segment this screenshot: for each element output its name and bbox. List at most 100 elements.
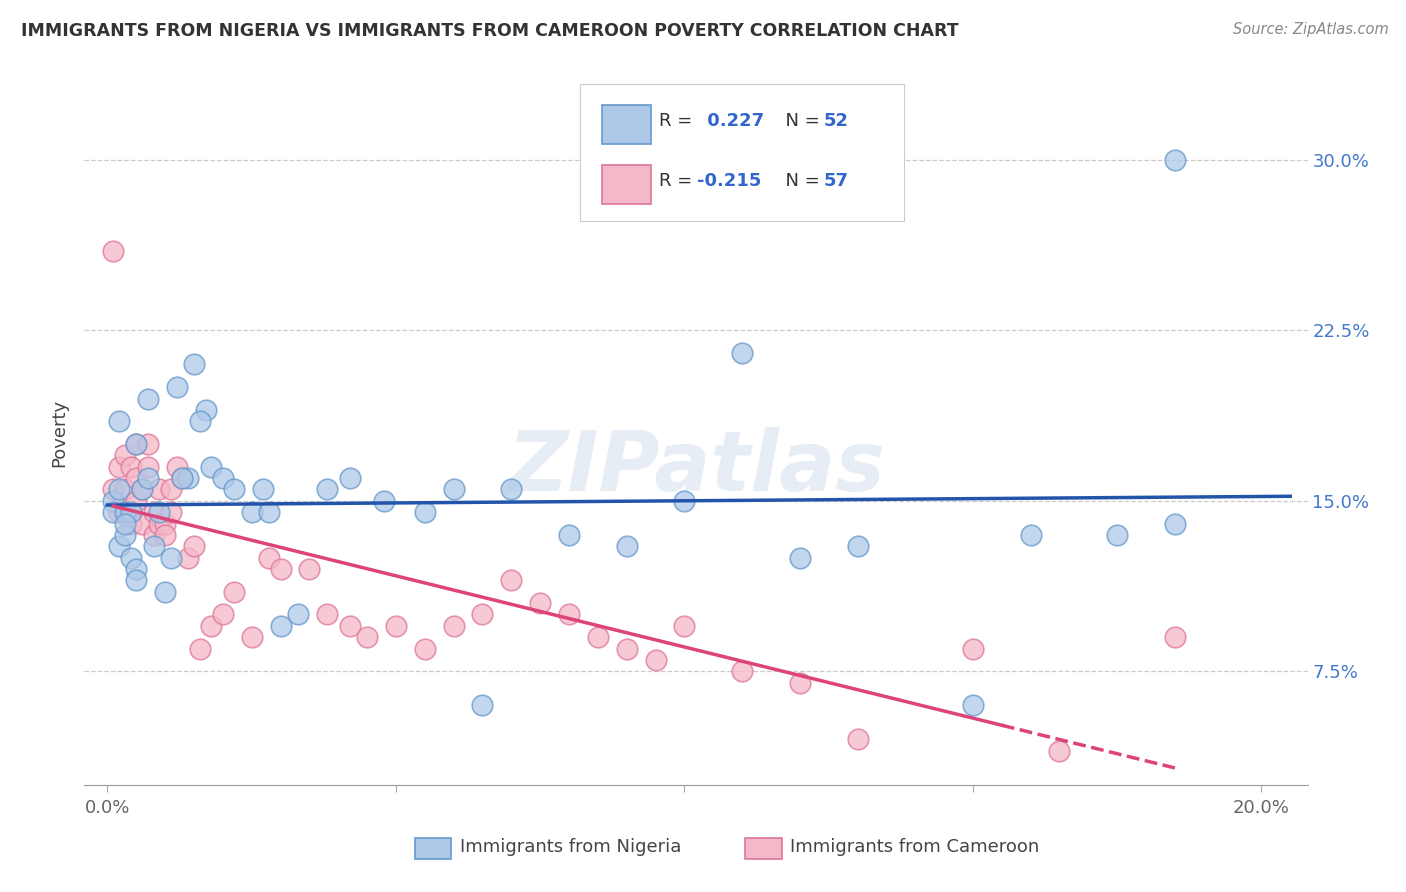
Point	[131, 483, 153, 497]
Point	[160, 505, 183, 519]
Point	[240, 630, 263, 644]
Point	[1107, 528, 1129, 542]
Point	[257, 505, 280, 519]
FancyBboxPatch shape	[415, 838, 451, 859]
Point	[142, 505, 165, 519]
Point	[471, 698, 494, 713]
Point	[298, 562, 321, 576]
Text: 0.227: 0.227	[700, 112, 763, 130]
Point	[114, 505, 136, 519]
Point	[148, 516, 170, 531]
Point	[108, 459, 131, 474]
Text: Source: ZipAtlas.com: Source: ZipAtlas.com	[1233, 22, 1389, 37]
Point	[125, 471, 148, 485]
Point	[131, 516, 153, 531]
Point	[114, 516, 136, 531]
Point	[224, 584, 246, 599]
Text: Immigrants from Cameroon: Immigrants from Cameroon	[790, 838, 1039, 856]
Point	[103, 505, 125, 519]
Point	[136, 437, 159, 451]
Point	[103, 244, 125, 258]
Point	[153, 528, 176, 542]
Point	[315, 483, 337, 497]
Point	[443, 483, 465, 497]
Point	[114, 448, 136, 462]
Point	[153, 584, 176, 599]
Point	[188, 641, 211, 656]
Point	[108, 539, 131, 553]
Point	[188, 414, 211, 428]
Point	[120, 505, 142, 519]
Text: R =: R =	[659, 112, 699, 130]
Text: 57: 57	[823, 172, 848, 190]
Point	[373, 493, 395, 508]
Point	[125, 437, 148, 451]
Point	[142, 528, 165, 542]
Point	[1164, 153, 1187, 167]
Point	[1164, 630, 1187, 644]
Point	[108, 414, 131, 428]
Y-axis label: Poverty: Poverty	[51, 399, 69, 467]
Point	[413, 505, 436, 519]
Point	[443, 619, 465, 633]
Text: IMMIGRANTS FROM NIGERIA VS IMMIGRANTS FROM CAMEROON POVERTY CORRELATION CHART: IMMIGRANTS FROM NIGERIA VS IMMIGRANTS FR…	[21, 22, 959, 40]
Point	[136, 471, 159, 485]
Point	[962, 641, 984, 656]
Point	[125, 562, 148, 576]
Point	[586, 630, 609, 644]
Text: N =: N =	[775, 112, 825, 130]
FancyBboxPatch shape	[602, 105, 651, 144]
Point	[558, 528, 581, 542]
Point	[315, 607, 337, 622]
Point	[200, 459, 222, 474]
Point	[172, 471, 194, 485]
Point	[385, 619, 408, 633]
Point	[166, 459, 188, 474]
Point	[211, 471, 233, 485]
Point	[142, 539, 165, 553]
Point	[153, 516, 176, 531]
Point	[183, 539, 205, 553]
Point	[177, 471, 200, 485]
Point	[136, 392, 159, 406]
Point	[731, 346, 754, 360]
Point	[471, 607, 494, 622]
Point	[339, 471, 361, 485]
Point	[166, 380, 188, 394]
Point	[103, 483, 125, 497]
FancyBboxPatch shape	[745, 838, 782, 859]
Point	[673, 493, 696, 508]
Point	[125, 574, 148, 588]
Point	[257, 550, 280, 565]
Point	[1164, 516, 1187, 531]
Point	[224, 483, 246, 497]
Point	[501, 483, 523, 497]
Point	[673, 619, 696, 633]
Point	[789, 675, 811, 690]
Point	[131, 483, 153, 497]
Point	[252, 483, 274, 497]
Point	[501, 574, 523, 588]
Point	[644, 653, 666, 667]
Point	[616, 641, 638, 656]
Point	[136, 459, 159, 474]
Point	[114, 528, 136, 542]
Point	[148, 483, 170, 497]
Point	[558, 607, 581, 622]
Point	[120, 505, 142, 519]
Point	[120, 516, 142, 531]
Point	[846, 539, 869, 553]
Text: Immigrants from Nigeria: Immigrants from Nigeria	[460, 838, 682, 856]
FancyBboxPatch shape	[579, 84, 904, 221]
Point	[529, 596, 551, 610]
Point	[789, 550, 811, 565]
Point	[148, 505, 170, 519]
Point	[356, 630, 378, 644]
Text: -0.215: -0.215	[697, 172, 762, 190]
Point	[1049, 744, 1071, 758]
Point	[160, 483, 183, 497]
Point	[177, 550, 200, 565]
Point	[120, 459, 142, 474]
Point	[108, 505, 131, 519]
Point	[240, 505, 263, 519]
